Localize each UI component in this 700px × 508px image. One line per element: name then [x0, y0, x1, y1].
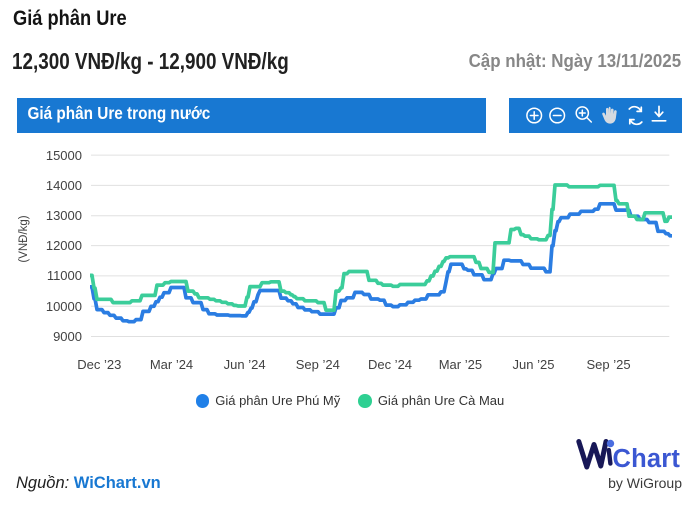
svg-text:by WiGroup: by WiGroup	[608, 475, 682, 491]
svg-text:Chart: Chart	[613, 445, 681, 473]
